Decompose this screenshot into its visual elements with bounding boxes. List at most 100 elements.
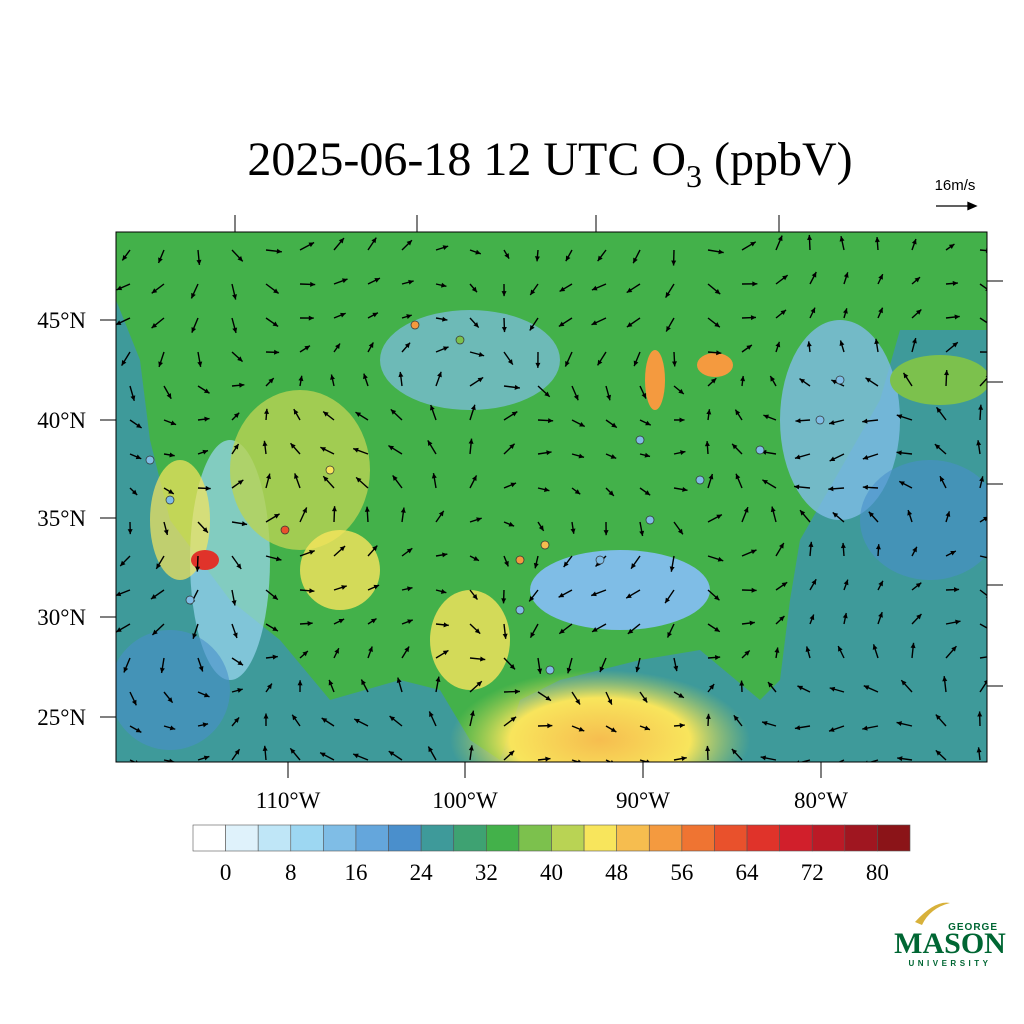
wind-arrowhead	[709, 684, 715, 690]
wind-arrow	[605, 759, 612, 762]
wind-arrow	[979, 656, 987, 659]
wind-arrowhead	[603, 530, 609, 536]
wind-arrowhead	[340, 312, 346, 318]
wind-arrowhead	[514, 384, 520, 390]
wind-arrowhead	[408, 279, 414, 285]
wind-arrowhead	[158, 361, 164, 367]
wind-arrowhead	[578, 453, 585, 459]
colorbar-tick-label: 32	[475, 860, 498, 885]
wind-arrowhead	[811, 271, 817, 278]
logo-main: MASON	[894, 927, 1006, 960]
wind-arrowhead	[371, 237, 377, 244]
colorbar-box	[551, 824, 585, 852]
wind-arrowhead	[597, 359, 603, 366]
latitude-label: 30°N	[37, 605, 86, 630]
wind-arrowhead	[743, 507, 749, 513]
wind-arrowhead	[266, 683, 272, 690]
wind-arrowhead	[529, 595, 535, 602]
wind-arrowhead	[275, 556, 282, 562]
wind-arrowhead	[472, 475, 477, 482]
wind-arrowhead	[565, 255, 571, 262]
wind-arrowhead	[597, 255, 603, 262]
wind-arrowhead	[502, 633, 508, 639]
wind-arrowhead	[558, 321, 565, 327]
wind-arrowhead	[735, 473, 741, 480]
wind-arrowhead	[862, 454, 869, 460]
wind-arrowhead	[120, 560, 126, 567]
wind-arrowhead	[389, 716, 396, 722]
wind-arrowhead	[158, 257, 163, 264]
wind-arrowhead	[680, 450, 686, 456]
wind-arrowhead	[476, 517, 482, 523]
wind-arrowhead	[290, 748, 296, 754]
wind-arrowhead	[407, 586, 413, 592]
wind-arrowhead	[323, 411, 329, 417]
wind-arrowhead	[839, 236, 845, 242]
wind-arrowhead	[406, 548, 413, 554]
wind-arrowhead	[762, 720, 768, 726]
colorbar-box	[681, 824, 715, 852]
wind-arrowhead	[843, 272, 849, 278]
logo-bottom: UNIVERSITY	[908, 959, 991, 968]
wind-arrowhead	[274, 349, 280, 355]
wind-arrowhead	[529, 324, 535, 331]
wind-arrowhead	[400, 507, 406, 513]
wind-arrowhead	[911, 238, 917, 245]
wind-arrowhead	[976, 747, 982, 753]
latitude-label: 35°N	[37, 506, 86, 531]
wind-arrowhead	[952, 280, 958, 286]
wind-arrowhead	[575, 698, 581, 705]
wind-arrowhead	[611, 422, 617, 428]
map	[116, 232, 996, 767]
wind-arrowhead	[511, 411, 518, 417]
wind-arrowhead	[241, 521, 248, 527]
wind-arrowhead	[304, 345, 310, 351]
wind-arrowhead	[438, 510, 444, 517]
wind-arrowhead	[838, 646, 843, 652]
colorbar-box	[616, 824, 650, 852]
colorbar-tick-label: 72	[801, 860, 824, 885]
wind-arrowhead	[429, 711, 434, 718]
wind-arrowhead	[480, 656, 486, 662]
logo: GEORGE MASON UNIVERSITY	[894, 902, 1006, 968]
wind-arrowhead	[121, 360, 127, 366]
wind-arrowhead	[478, 352, 485, 357]
wind-arrowhead	[986, 325, 987, 326]
wind-arrowhead	[356, 477, 362, 483]
wind-arrowhead	[308, 315, 314, 321]
wind-arrowhead	[626, 287, 633, 293]
wind-arrowhead	[431, 473, 437, 479]
wind-arrowhead	[510, 482, 517, 488]
wind-arrowhead	[829, 762, 835, 767]
wind-arrowhead	[169, 725, 176, 731]
wind-arrowhead	[874, 237, 880, 243]
logo-top: GEORGE	[948, 922, 998, 933]
wind-arrowhead	[610, 759, 614, 762]
wind-arrowhead	[865, 377, 872, 383]
wind-arrowhead	[545, 756, 551, 762]
wind-arrowhead	[135, 454, 142, 460]
wind-arrowhead	[878, 307, 883, 314]
wind-arrowhead	[991, 350, 996, 355]
wind-arrowhead	[116, 591, 122, 597]
wind-arrowhead	[341, 278, 348, 284]
wind-arrowhead	[897, 756, 903, 762]
wind-arrowhead	[559, 628, 565, 634]
wind-arrowhead	[732, 443, 738, 450]
wind-arrowhead	[237, 688, 243, 693]
wind-arrowhead	[779, 543, 784, 549]
wind-arrow	[868, 759, 879, 762]
wind-arrowhead	[274, 513, 280, 519]
wind-arrowhead	[262, 440, 268, 447]
wind-arrowhead	[939, 476, 945, 482]
wind-arrowhead	[442, 245, 449, 251]
wind-arrowhead	[714, 654, 721, 660]
wind-arrow	[979, 516, 987, 523]
wind-scale-arrow	[936, 201, 978, 211]
wind-arrowhead	[268, 378, 274, 384]
wind-arrowhead	[472, 594, 478, 600]
wind-arrowhead	[831, 379, 837, 385]
wind-arrowhead	[977, 711, 983, 717]
wind-arrowhead	[307, 620, 313, 626]
wind-arrowhead	[473, 322, 479, 328]
